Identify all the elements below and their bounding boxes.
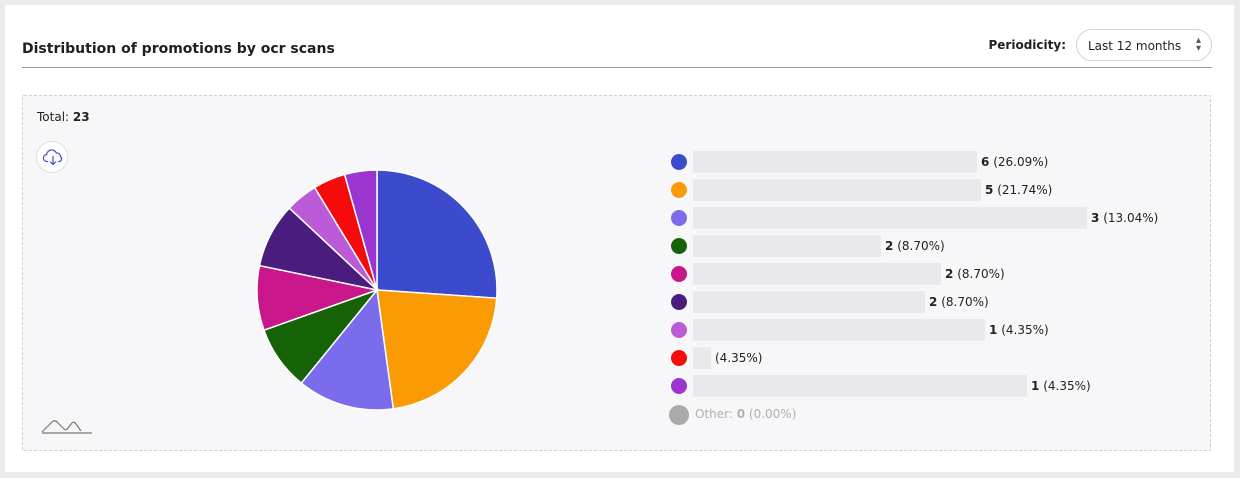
legend-label-placeholder [693,375,1027,397]
legend-item-6[interactable]: 2 (8.70%) [671,291,1191,315]
periodicity-label: Periodicity: [988,38,1067,52]
widget-header: Distribution of promotions by ocr scans … [22,29,1212,68]
legend-label-placeholder [693,319,985,341]
legend-label-placeholder [693,151,977,173]
legend-color-dot [671,182,687,198]
legend-percent: (21.74%) [997,183,1053,197]
legend-color-dot [671,322,687,338]
legend-item-1[interactable]: 6 (26.09%) [671,151,1191,175]
legend-percent: (4.35%) [715,351,763,365]
chart-panel: Total: 23 6 (26.09%) 5 (21.74%) 3 (13.04%)… [22,95,1211,451]
legend-value: 2 (8.70%) [885,239,945,253]
legend-color-dot [669,405,689,425]
legend-percent: (8.70%) [957,267,1005,281]
legend-item-5[interactable]: 2 (8.70%) [671,263,1191,287]
legend-count: 2 [945,267,954,281]
legend-value: 2 (8.70%) [929,295,989,309]
legend-color-dot [671,350,687,366]
legend-count: 6 [981,155,990,169]
legend-percent: (8.70%) [897,239,945,253]
legend-value: (4.35%) [715,351,762,365]
legend-label-placeholder [693,263,941,285]
select-arrows-icon: ▴ ▾ [1195,35,1201,54]
legend-count: 1 [1031,379,1040,393]
legend-color-dot [671,154,687,170]
legend-percent: (4.35%) [1001,323,1049,337]
widget-title: Distribution of promotions by ocr scans [22,41,335,57]
legend-other-label: Other: [695,407,737,421]
legend-item-9[interactable]: 1 (4.35%) [671,375,1191,399]
pie-chart [256,169,498,411]
pie-slice-9[interactable] [343,169,378,291]
pie-slice-1[interactable] [376,169,498,299]
legend-color-dot [671,266,687,282]
legend-label-placeholder [693,207,1087,229]
legend-label-placeholder [693,179,981,201]
legend-count: 2 [885,239,894,253]
widget-card: Distribution of promotions by ocr scans … [5,5,1234,472]
legend-item-4[interactable]: 2 (8.70%) [671,235,1191,259]
legend-item-other[interactable]: Other: 0 (0.00%) [669,403,1191,427]
legend-value: 2 (8.70%) [945,267,1005,281]
legend-percent: (13.04%) [1103,211,1159,225]
legend-count: 2 [929,295,938,309]
cloud-download-icon [42,149,63,166]
legend-value: 1 (4.35%) [989,323,1049,337]
legend-value: Other: 0 (0.00%) [695,407,796,421]
legend-color-dot [671,378,687,394]
download-button[interactable] [36,141,68,173]
legend-color-dot [671,210,687,226]
legend-item-2[interactable]: 5 (21.74%) [671,179,1191,203]
legend-count: 1 [989,323,998,337]
legend-percent: (26.09%) [993,155,1049,169]
legend-item-8[interactable]: (4.35%) [671,347,1191,371]
legend-value: 6 (26.09%) [981,155,1048,169]
legend-percent: (0.00%) [745,407,797,421]
total-value: 23 [72,110,90,124]
legend-item-3[interactable]: 3 (13.04%) [671,207,1191,231]
legend-value: 3 (13.04%) [1091,211,1158,225]
pie-slice-2[interactable] [376,289,498,410]
total-label: Total: [37,110,70,124]
legend-value: 1 (4.35%) [1031,379,1091,393]
chart-type-icon [41,420,92,434]
legend-item-7[interactable]: 1 (4.35%) [671,319,1191,343]
legend-color-dot [671,294,687,310]
legend-count: 0 [736,407,746,421]
legend-color-dot [671,238,687,254]
legend-percent: (8.70%) [941,295,989,309]
legend-count: 3 [1091,211,1100,225]
legend-label-placeholder [693,291,925,313]
pie-slice-3[interactable] [300,288,395,411]
legend-count: 5 [985,183,994,197]
legend-label-placeholder [693,347,711,369]
legend-percent: (4.35%) [1043,379,1091,393]
total-count: Total: 23 [37,110,90,124]
periodicity-value: Last 12 months [1088,39,1182,53]
legend-label-placeholder [693,235,881,257]
legend-value: 5 (21.74%) [985,183,1052,197]
periodicity-select[interactable]: Last 12 months ▴ ▾ [1076,29,1212,61]
